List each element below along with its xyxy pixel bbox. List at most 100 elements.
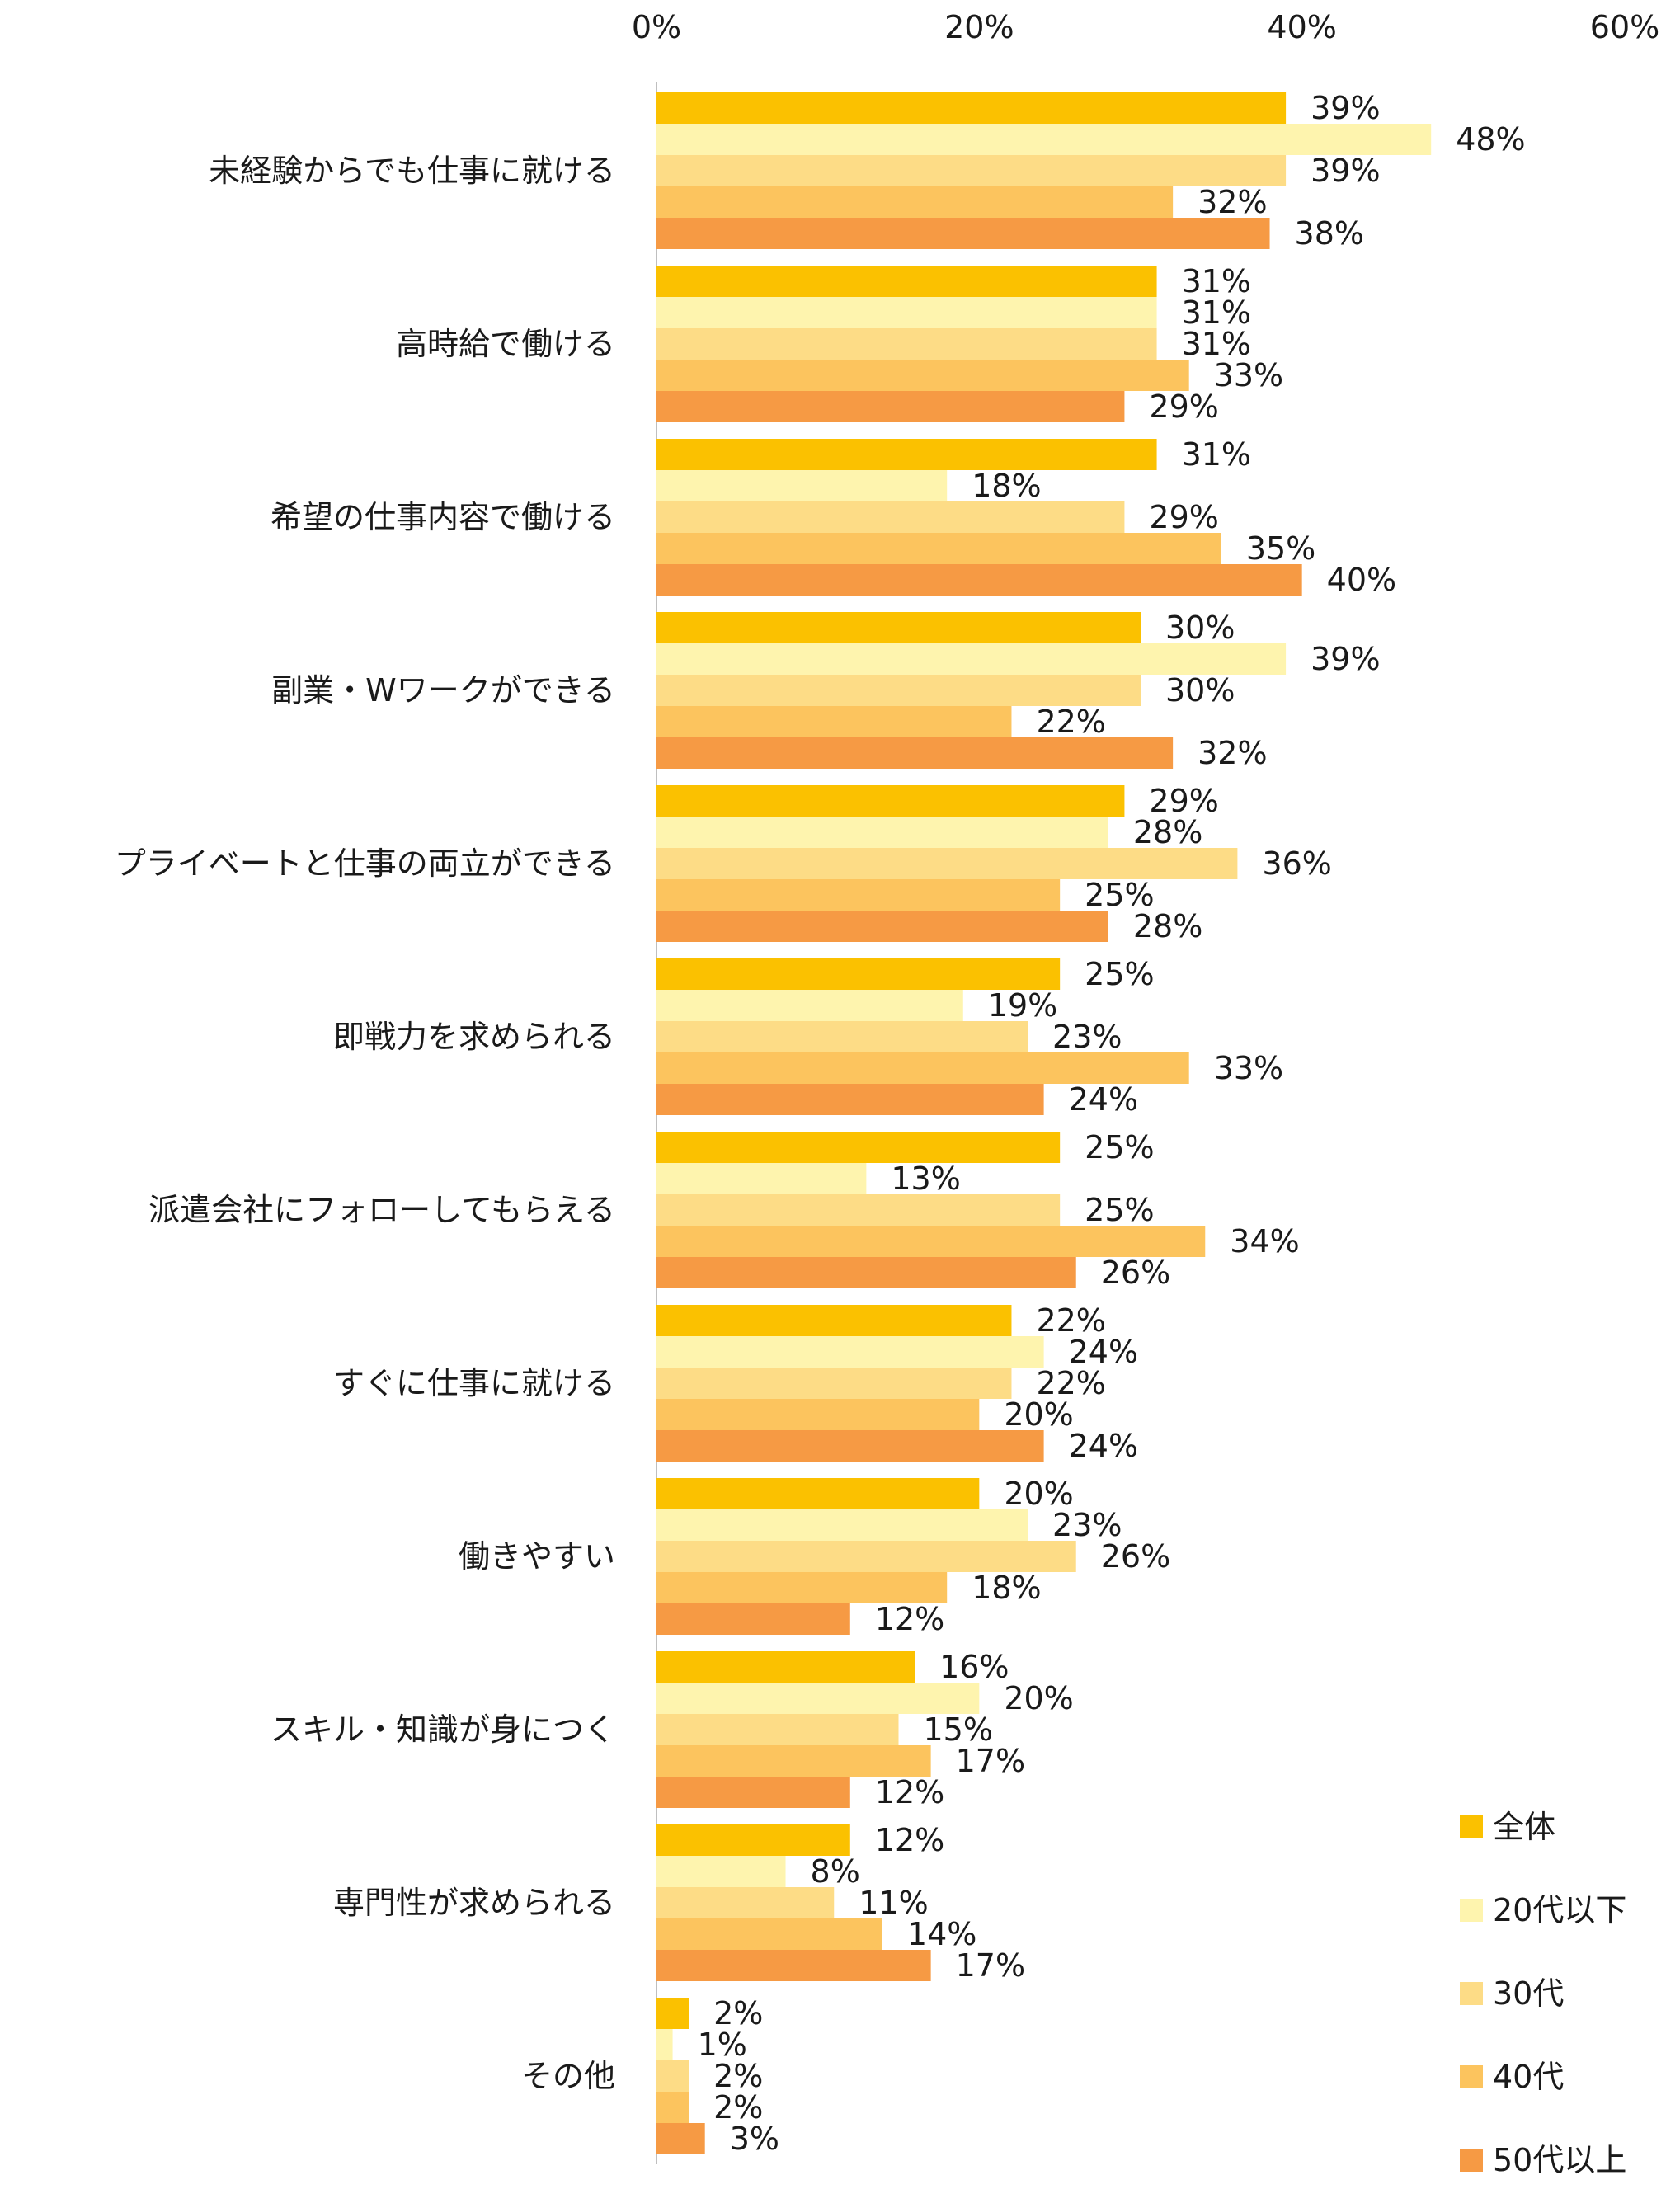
bar bbox=[656, 1399, 980, 1430]
bar bbox=[656, 1226, 1206, 1257]
bar bbox=[656, 612, 1141, 643]
data-label: 24% bbox=[1069, 1081, 1138, 1118]
bar bbox=[656, 2123, 705, 2154]
data-label: 34% bbox=[1230, 1223, 1299, 1259]
bar bbox=[656, 1950, 931, 1981]
data-label: 30% bbox=[1165, 672, 1235, 709]
bar bbox=[656, 1777, 850, 1808]
bar bbox=[656, 1683, 980, 1714]
bar bbox=[656, 533, 1221, 564]
bar bbox=[656, 218, 1270, 249]
data-label: 29% bbox=[1149, 783, 1218, 819]
data-label: 25% bbox=[1085, 1192, 1154, 1228]
bar bbox=[656, 1084, 1044, 1115]
bar bbox=[656, 1651, 915, 1683]
data-label: 29% bbox=[1149, 499, 1218, 535]
x-tick-label: 0% bbox=[632, 9, 681, 45]
category-label: 専門性が求められる bbox=[333, 1885, 615, 1921]
bar bbox=[656, 1336, 1044, 1368]
data-label: 2% bbox=[713, 1995, 763, 2031]
data-label: 2% bbox=[713, 2058, 763, 2094]
bar bbox=[656, 328, 1157, 360]
data-label: 16% bbox=[939, 1649, 1009, 1685]
legend-swatch bbox=[1460, 1899, 1483, 1922]
data-label: 32% bbox=[1198, 184, 1267, 220]
data-label: 36% bbox=[1262, 845, 1331, 882]
bars bbox=[656, 92, 1432, 2154]
data-label: 39% bbox=[1311, 641, 1380, 677]
data-label: 31% bbox=[1182, 436, 1251, 473]
data-label: 17% bbox=[956, 1947, 1025, 1984]
category-label: 高時給で働ける bbox=[396, 326, 615, 362]
legend-label: 40代 bbox=[1493, 2059, 1564, 2095]
legend-label: 20代以下 bbox=[1493, 1892, 1626, 1928]
data-label: 39% bbox=[1311, 90, 1380, 126]
bar bbox=[656, 1194, 1061, 1226]
legend-swatch bbox=[1460, 2065, 1483, 2088]
x-axis-ticks: 0% 20% 40% 60% bbox=[632, 9, 1659, 45]
category-label: 即戦力を求められる bbox=[333, 1019, 615, 1055]
category-label: すぐに仕事に就ける bbox=[333, 1365, 615, 1401]
bar bbox=[656, 1745, 931, 1777]
category-label: 派遣会社にフォローしてもらえる bbox=[148, 1192, 615, 1228]
bar bbox=[656, 706, 1012, 737]
data-label: 1% bbox=[698, 2027, 747, 2063]
data-label: 15% bbox=[924, 1711, 993, 1748]
bar bbox=[656, 785, 1125, 817]
data-label: 33% bbox=[1214, 357, 1283, 393]
bar bbox=[656, 186, 1174, 218]
bar bbox=[656, 911, 1108, 942]
data-label: 30% bbox=[1165, 610, 1235, 646]
bar bbox=[656, 2029, 673, 2060]
bar bbox=[656, 1257, 1076, 1288]
data-label: 35% bbox=[1246, 530, 1315, 567]
data-label: 33% bbox=[1214, 1050, 1283, 1086]
bar bbox=[656, 1430, 1044, 1462]
bar bbox=[656, 675, 1141, 706]
bar bbox=[656, 1509, 1028, 1541]
data-label: 40% bbox=[1327, 562, 1396, 598]
bar bbox=[656, 391, 1125, 422]
data-label: 8% bbox=[811, 1853, 860, 1890]
data-label: 14% bbox=[907, 1916, 976, 1952]
data-label: 12% bbox=[875, 1822, 944, 1858]
bar bbox=[656, 124, 1432, 155]
bar bbox=[656, 2092, 689, 2123]
bar bbox=[656, 297, 1157, 328]
data-label: 48% bbox=[1456, 121, 1525, 158]
bar bbox=[656, 737, 1174, 769]
bar bbox=[656, 1305, 1012, 1336]
legend-label: 全体 bbox=[1493, 1809, 1555, 1845]
legend-label: 50代以上 bbox=[1493, 2142, 1626, 2178]
data-label: 39% bbox=[1311, 153, 1380, 189]
bar bbox=[656, 1541, 1076, 1572]
bar bbox=[656, 1824, 850, 1856]
data-label: 13% bbox=[891, 1160, 960, 1197]
category-label: 希望の仕事内容で働ける bbox=[271, 499, 615, 535]
bar bbox=[656, 1714, 899, 1745]
legend-label: 30代 bbox=[1493, 1975, 1564, 2012]
data-label: 26% bbox=[1101, 1255, 1170, 1291]
data-label: 25% bbox=[1085, 956, 1154, 992]
x-tick-label: 40% bbox=[1267, 9, 1336, 45]
bar bbox=[656, 1887, 835, 1918]
value-labels: 39%48%39%32%38%31%31%31%33%29%31%18%29%3… bbox=[698, 90, 1526, 2157]
data-label: 31% bbox=[1182, 263, 1251, 299]
data-label: 19% bbox=[988, 987, 1057, 1024]
data-label: 23% bbox=[1052, 1019, 1122, 1055]
category-label: 副業・Wワークができる bbox=[271, 672, 615, 709]
bar bbox=[656, 155, 1287, 186]
bar bbox=[656, 1998, 689, 2029]
data-label: 25% bbox=[1085, 877, 1154, 913]
legend-swatch bbox=[1460, 1815, 1483, 1838]
legend-swatch bbox=[1460, 2149, 1483, 2172]
bar bbox=[656, 470, 948, 501]
data-label: 18% bbox=[972, 468, 1041, 504]
data-label: 25% bbox=[1085, 1129, 1154, 1165]
data-label: 29% bbox=[1149, 388, 1218, 425]
bar bbox=[656, 439, 1157, 470]
bar bbox=[656, 1163, 867, 1194]
bar bbox=[656, 1478, 980, 1509]
data-label: 18% bbox=[972, 1570, 1041, 1606]
